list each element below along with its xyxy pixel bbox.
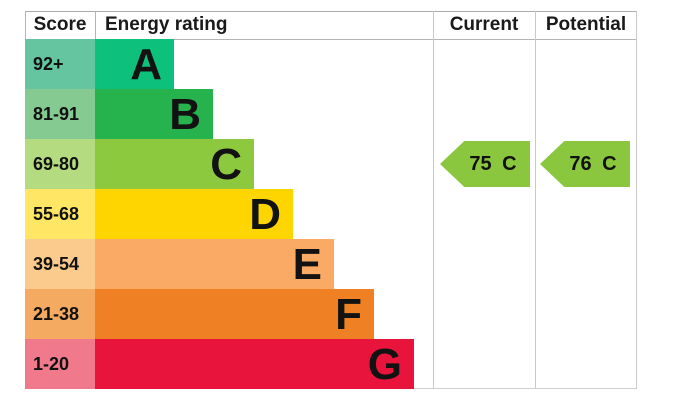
table-border-top [25, 11, 637, 12]
epc-band-row: 69-80 C [25, 139, 637, 189]
potential-rating-label: 76 C [569, 153, 617, 175]
score-range-label: 39-54 [25, 239, 95, 289]
rating-band-bar: F [95, 289, 374, 339]
score-range-label: 92+ [25, 39, 95, 89]
rating-band-bar: A [95, 39, 174, 89]
potential-header: Potential [545, 14, 627, 35]
header-left-border [25, 11, 26, 39]
potential-column-divider [535, 11, 536, 389]
score-range-label: 21-38 [25, 289, 95, 339]
score-column-divider [95, 11, 96, 39]
epc-band-row: 92+ A [25, 39, 637, 89]
epc-band-row: 55-68 D [25, 189, 637, 239]
epc-table: Score Energy rating Current Potential 92… [25, 11, 637, 389]
score-range-label: 55-68 [25, 189, 95, 239]
score-range-label: 69-80 [25, 139, 95, 189]
score-range-label: 1-20 [25, 339, 95, 389]
rating-band-bar: G [95, 339, 414, 389]
epc-band-row: 39-54 E [25, 239, 637, 289]
epc-rows: 92+ A 81-91 B 69-80 C 55-68 D 39-54 E 21… [25, 39, 637, 389]
score-range-label: 81-91 [25, 89, 95, 139]
header-bottom-border [25, 39, 637, 40]
table-border-right [636, 11, 637, 389]
epc-band-row: 21-38 F [25, 289, 637, 339]
current-column-divider [433, 11, 434, 389]
rating-band-bar: D [95, 189, 293, 239]
score-header: Score [33, 14, 87, 35]
energy-rating-header: Energy rating [105, 14, 228, 35]
current-header: Current [449, 14, 519, 35]
current-rating-label: 75 C [469, 153, 517, 175]
rating-band-bar: C [95, 139, 254, 189]
rating-band-bar: E [95, 239, 334, 289]
rating-band-bar: B [95, 89, 213, 139]
epc-band-row: 1-20 G [25, 339, 637, 389]
epc-band-row: 81-91 B [25, 89, 637, 139]
